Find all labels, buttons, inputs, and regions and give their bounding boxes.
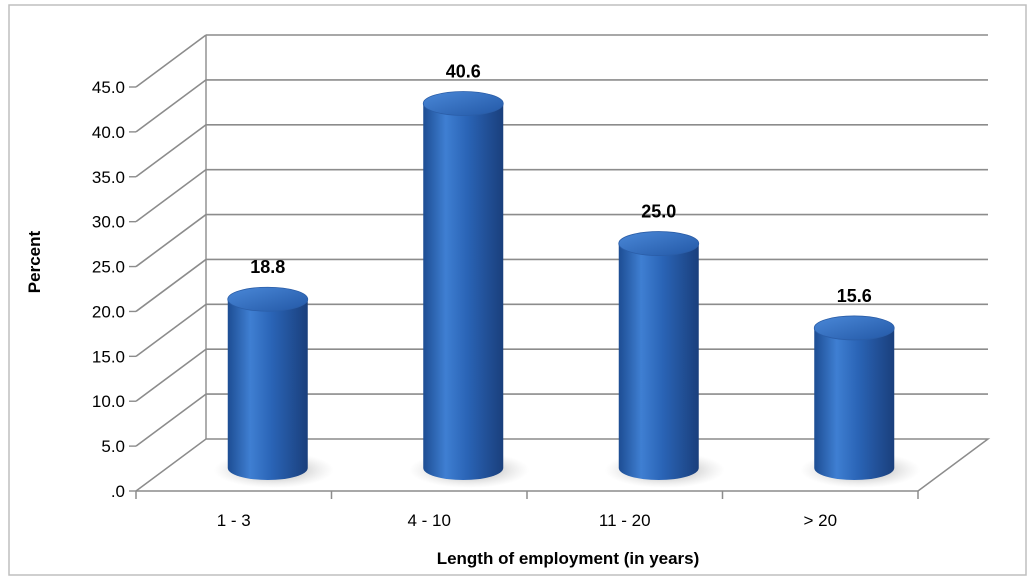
bar-body <box>814 327 895 480</box>
gridline-diagonal <box>135 169 207 223</box>
x-tick-label: 4 - 10 <box>408 511 451 530</box>
gridline-diagonal <box>135 303 207 357</box>
y-tick-label: 5.0 <box>101 437 125 456</box>
gridline-diagonal <box>135 124 207 178</box>
y-tick-label: 20.0 <box>92 302 125 321</box>
y-tick-label: 30.0 <box>92 213 125 232</box>
x-axis-title: Length of employment (in years) <box>437 549 700 568</box>
bar-body <box>618 243 699 480</box>
bar <box>604 231 725 488</box>
gridline-diagonal <box>135 213 207 268</box>
bar <box>409 91 530 488</box>
data-label: 40.6 <box>446 62 481 82</box>
bar-cap <box>618 231 700 256</box>
data-label: 25.0 <box>641 202 676 222</box>
x-tick-label: 11 - 20 <box>599 511 651 530</box>
gridlines <box>135 34 988 447</box>
y-tick-label: 25.0 <box>92 258 125 277</box>
gridline-diagonal <box>135 393 207 447</box>
y-tick-label: 40.0 <box>92 123 125 142</box>
bar <box>800 315 921 488</box>
bar-body <box>423 103 504 480</box>
chart-floor <box>129 86 991 499</box>
y-axis-title: Percent <box>25 230 44 293</box>
x-tick-label: > 20 <box>803 511 837 530</box>
y-tick-label: 35.0 <box>92 168 125 187</box>
bar <box>213 286 334 488</box>
data-labels: 18.8 40.6 25.0 15.6 <box>250 62 872 306</box>
bar-body <box>227 299 308 480</box>
y-tick-labels: .0 5.0 10.0 15.0 20.0 25.0 30.0 35.0 40.0 45.0 <box>92 78 125 501</box>
gridline-diagonal <box>135 258 207 313</box>
data-label: 18.8 <box>250 257 285 277</box>
gridline-diagonal <box>135 79 207 133</box>
bar-cap <box>813 315 895 341</box>
chart-border <box>8 4 1027 576</box>
floor-outline <box>135 438 991 492</box>
gridline-diagonal <box>135 348 207 402</box>
data-label: 15.6 <box>837 286 872 306</box>
x-tick-label: 1 - 3 <box>217 511 251 530</box>
y-tick-label: .0 <box>111 482 125 501</box>
y-tick-label: 10.0 <box>92 392 125 411</box>
y-tick-label: 45.0 <box>92 78 125 97</box>
x-tick-labels: 1 - 3 4 - 10 11 - 20 > 20 <box>217 511 837 530</box>
y-tick-label: 15.0 <box>92 347 125 366</box>
bar-cap <box>227 286 309 312</box>
bar-cap <box>422 91 504 116</box>
gridline-diagonal <box>135 34 207 88</box>
bars <box>213 91 921 488</box>
